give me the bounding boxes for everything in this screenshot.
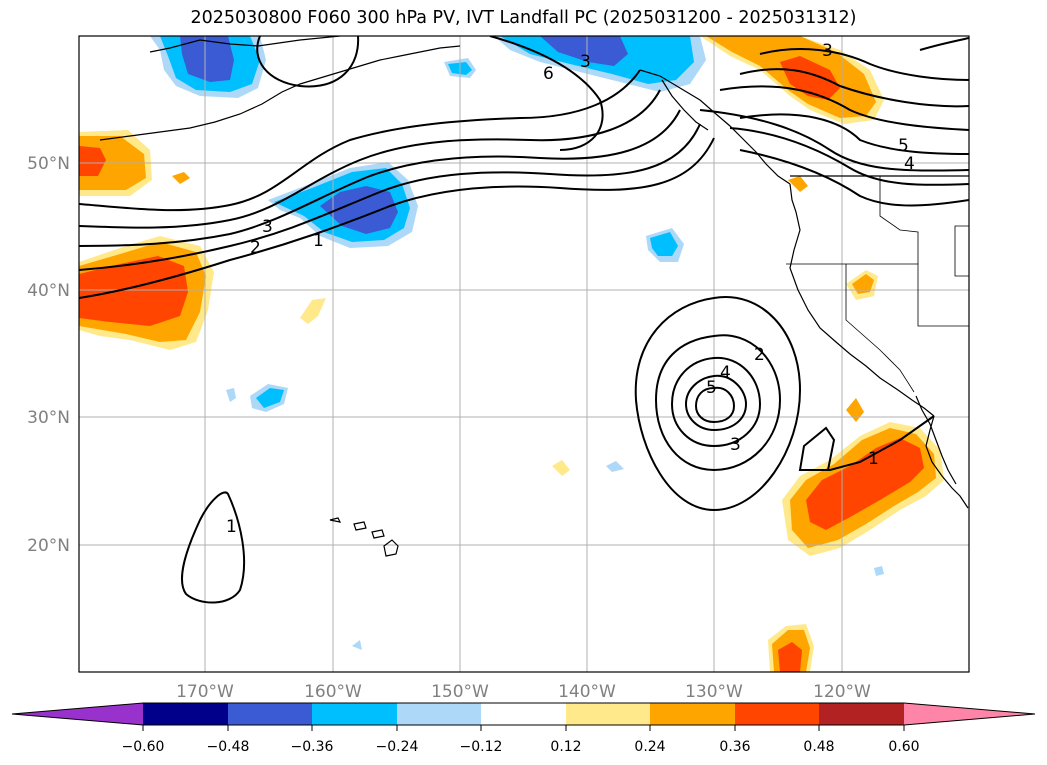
colorbar-segment: [397, 703, 481, 725]
contour-label: 4: [720, 363, 731, 383]
colorbar-segment: [481, 703, 566, 725]
lon-label: 170°W: [176, 682, 234, 702]
pv-positive-region: [780, 56, 840, 100]
colorbar-extend-low: [12, 703, 143, 725]
latitude-labels: 50°N 40°N 30°N 20°N: [27, 154, 70, 556]
colorbar-label: −0.60: [122, 739, 165, 755]
contour-label: 5: [898, 136, 909, 156]
coastlines: [99, 36, 969, 557]
map-title: 2025030800 F060 300 hPa PV, IVT Landfall…: [190, 8, 857, 28]
colorbar-label: −0.24: [376, 739, 419, 755]
longitude-labels: 170°W 160°W 150°W 140°W 130°W 120°W: [176, 682, 871, 702]
colorbar-label: 0.36: [719, 739, 750, 755]
pv-negative-region: [226, 388, 236, 402]
colorbar-ticks: [142, 725, 905, 731]
pv-positive-region: [778, 642, 802, 672]
lon-label: 160°W: [304, 682, 362, 702]
pv-positive-region: [79, 146, 106, 176]
pv-negative-region: [606, 461, 624, 472]
colorbar-segment: [228, 703, 312, 725]
contour-labels: 3 6 3 5 4 3 2 1 2 4 5 3 1 1: [226, 41, 915, 537]
colorbar-segment: [312, 703, 397, 725]
pv-positive-region: [806, 438, 924, 530]
pv-positive-region: [788, 176, 808, 192]
lon-label: 120°W: [813, 682, 871, 702]
contour-label: 1: [313, 231, 324, 251]
pv-negative-region: [540, 36, 628, 66]
ivt-contours: [79, 36, 969, 604]
contour-label: 1: [226, 517, 237, 537]
colorbar-label: 0.48: [803, 739, 834, 755]
map-frame: [78, 35, 970, 673]
colorbar-segment: [735, 703, 819, 725]
pv-positive-region: [300, 298, 326, 324]
lat-label: 20°N: [27, 536, 70, 556]
colorbar-label: 0.60: [888, 739, 919, 755]
contour-label: 3: [580, 52, 591, 72]
contour-label: 2: [250, 238, 261, 258]
lat-label: 30°N: [27, 408, 70, 428]
colorbar-label: −0.12: [460, 739, 503, 755]
colorbar-label: 0.24: [634, 739, 665, 755]
pv-positive-region: [79, 256, 188, 326]
pv-negative-region: [650, 232, 678, 256]
contour-label: 4: [904, 154, 915, 174]
pv-negative-region: [874, 566, 884, 576]
colorbar-segment: [819, 703, 904, 725]
contour-label: 2: [754, 345, 765, 365]
contour-label: 3: [730, 435, 741, 455]
colorbar: −0.60 −0.48 −0.36 −0.24 −0.12 0.12 0.24 …: [11, 702, 1036, 755]
colorbar-label: −0.48: [207, 739, 250, 755]
map-background: [79, 36, 969, 672]
lat-label: 50°N: [27, 154, 70, 174]
lon-label: 130°W: [685, 682, 743, 702]
pv-positive-region: [846, 398, 864, 422]
lon-label: 140°W: [558, 682, 616, 702]
pv-positive-region: [852, 274, 874, 294]
pv-negative-region: [256, 388, 284, 408]
pv-positive-region: [172, 172, 190, 184]
colorbar-label: −0.36: [291, 739, 334, 755]
contour-label: 3: [822, 41, 833, 61]
lon-label: 150°W: [431, 682, 489, 702]
pv-negative-region: [320, 186, 398, 234]
pv-negative-region: [180, 36, 234, 82]
lat-label: 40°N: [27, 281, 70, 301]
colorbar-extend-high: [904, 703, 1035, 725]
gridlines: [79, 36, 969, 672]
contour-label: 1: [868, 449, 879, 469]
contour-label: 3: [262, 217, 273, 237]
colorbar-segment: [566, 703, 650, 725]
contour-label: 6: [543, 64, 554, 84]
colorbar-segment: [143, 703, 228, 725]
colorbar-segment: [650, 703, 735, 725]
pv-positive-region: [552, 460, 570, 476]
colorbar-label: 0.12: [550, 739, 581, 755]
pv-negative-region: [352, 640, 362, 650]
contour-label: 5: [706, 378, 717, 398]
